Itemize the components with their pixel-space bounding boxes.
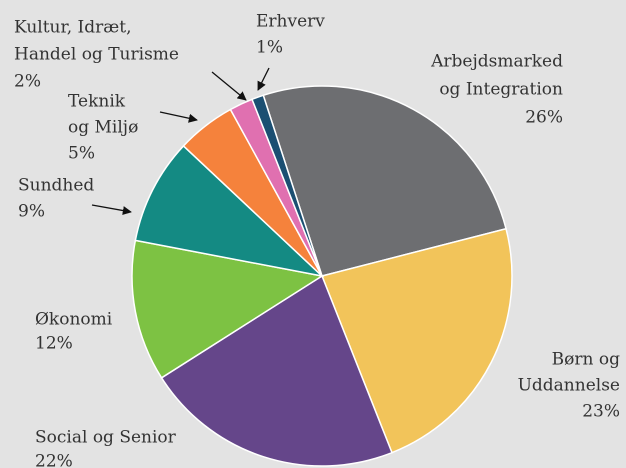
slice-label: Børn og [552,350,620,370]
value-label: 5% [68,144,95,164]
value-label: 26% [525,108,563,128]
arrow [91,204,132,216]
slice-label: Sundhed [18,176,94,196]
value-label: 1% [256,38,283,58]
slice-label: Arbejdsmarked [430,52,563,72]
value-label: 12% [35,334,73,354]
value-label: 23% [582,402,620,422]
slice-label: Uddannelse [518,376,620,396]
slice-label: Social og Senior [35,428,177,448]
pie [131,85,513,467]
pie-slice [320,227,513,454]
pie-slice [131,239,325,379]
value-label: 2% [14,72,41,92]
slice-label: Erhverv [256,12,325,32]
pie-slice [134,144,325,278]
slice-label: Økonomi [35,310,113,330]
slice-label: og Integration [439,80,563,100]
arrow [257,67,270,91]
arrow [211,71,247,101]
slice-label: og Miljø [68,118,138,138]
value-label: 9% [18,202,45,222]
slice-label: Kultur, Idræt, [14,18,132,38]
arrow [159,111,198,123]
slice-label: Handel og Turisme [14,45,179,65]
pie-slice [251,94,323,277]
value-label: 22% [35,452,73,468]
pie-slice [262,85,507,277]
pie-slice [160,274,393,467]
slice-label: Teknik [68,92,126,112]
